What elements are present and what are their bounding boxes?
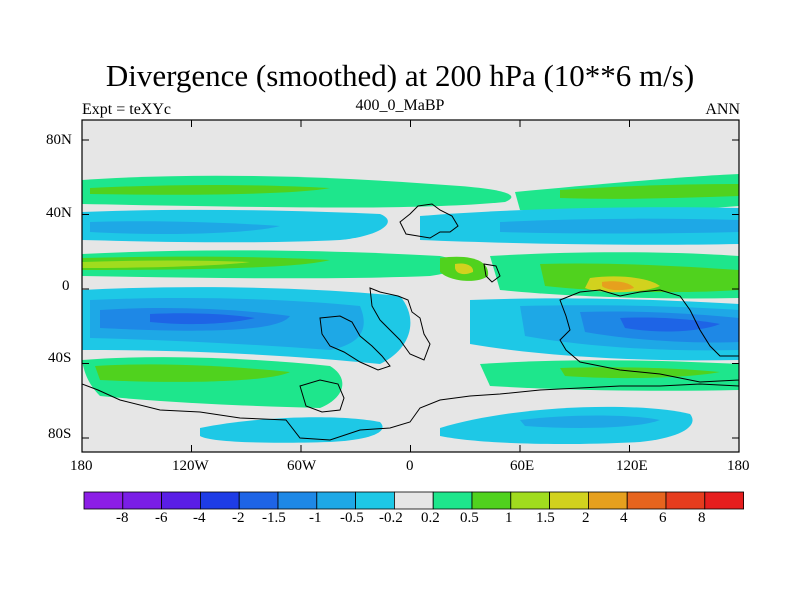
colorbar-box xyxy=(355,491,395,510)
colorbar-box xyxy=(238,491,279,510)
x-tick-label-180w: 180 xyxy=(70,458,93,474)
contour-band-north-east-green xyxy=(560,184,739,199)
contour-south-negative-darkest xyxy=(150,313,255,325)
experiment-label: Expt = teXYc xyxy=(82,101,171,118)
colorbar-label: -2 xyxy=(232,510,245,526)
landmass-outline-west-south xyxy=(299,379,345,413)
colorbar-box xyxy=(277,491,318,510)
colorbar-box xyxy=(704,491,744,510)
colorbar-label: 2 xyxy=(582,510,590,526)
contour-antarctic-east-core xyxy=(520,415,660,428)
landmass-outline-north xyxy=(399,203,459,239)
colorbar-box xyxy=(161,491,201,510)
contour-north-negative-east-core xyxy=(500,218,739,234)
y-tick-label-0: 0 xyxy=(62,278,70,294)
colorbar-box xyxy=(122,491,163,510)
y-tick-label-40n: 40N xyxy=(46,205,72,221)
colorbar-label: -6 xyxy=(155,510,168,526)
contour-africa-yellow xyxy=(455,263,474,275)
colorbar-box xyxy=(83,491,124,510)
colorbar-label: 0.5 xyxy=(460,510,479,526)
colorbar-label: -1 xyxy=(309,510,322,526)
y-tick-label-80s: 80S xyxy=(48,426,72,442)
x-tick-label-60w: 60W xyxy=(287,458,317,474)
colorbar-label: -0.2 xyxy=(379,510,403,526)
colorbar-box xyxy=(432,491,473,510)
contour-north-negative-core xyxy=(90,221,280,234)
contour-band-south-far-negative xyxy=(200,417,383,443)
colorbar-box xyxy=(510,491,550,510)
landmass-outline-east xyxy=(483,263,739,383)
time-label: 400_0_MaBP xyxy=(355,97,445,114)
colorbar-box xyxy=(393,491,434,510)
axis-ticks xyxy=(81,120,740,452)
x-tick-label-180e: 180 xyxy=(727,458,750,474)
colorbar-label: -4 xyxy=(193,510,206,526)
colorbar-label: 8 xyxy=(698,510,706,526)
contour-band-north-green xyxy=(90,185,330,195)
season-label: ANN xyxy=(705,101,740,118)
colorbar-label: -0.5 xyxy=(340,510,364,526)
colorbar-label: 0.2 xyxy=(421,510,440,526)
landmass-outline-south-america xyxy=(319,315,391,371)
x-tick-label-0: 0 xyxy=(406,458,414,474)
contour-tropical-east-orange xyxy=(602,281,634,291)
colorbar-box xyxy=(316,491,356,510)
y-tick-label-40s: 40S xyxy=(48,350,72,366)
continent-outlines xyxy=(82,203,739,441)
colorbar-box xyxy=(471,491,512,510)
colorbar-box xyxy=(588,491,628,510)
x-tick-label-120e: 120E xyxy=(616,458,648,474)
colorbar-label: 1 xyxy=(505,510,513,526)
colorbar-box xyxy=(665,491,706,510)
colorbar-label: 4 xyxy=(620,510,628,526)
contour-south-positive-east-green xyxy=(560,367,720,379)
landmass-outline-tropical xyxy=(369,287,431,361)
colorbar-label: -1.5 xyxy=(262,510,286,526)
colorbar-box xyxy=(199,491,240,510)
colorbar-box xyxy=(549,491,589,510)
map-title: Divergence (smoothed) at 200 hPa (10**6 … xyxy=(105,58,695,93)
x-tick-label-60e: 60E xyxy=(510,458,535,474)
landmass-outline-antarctic xyxy=(82,383,739,441)
colorbar-label: 1.5 xyxy=(536,510,555,526)
contour-tropical-yellow xyxy=(82,260,250,268)
contour-south-positive-green xyxy=(95,364,290,382)
colorbar-label: -8 xyxy=(116,510,129,526)
y-tick-label-80n: 80N xyxy=(46,132,72,148)
colorbar-box xyxy=(626,491,667,510)
contour-fields xyxy=(82,174,739,444)
x-tick-label-120w: 120W xyxy=(172,458,209,474)
colorbar-boxes xyxy=(83,491,744,510)
colorbar-label: 6 xyxy=(659,510,667,526)
